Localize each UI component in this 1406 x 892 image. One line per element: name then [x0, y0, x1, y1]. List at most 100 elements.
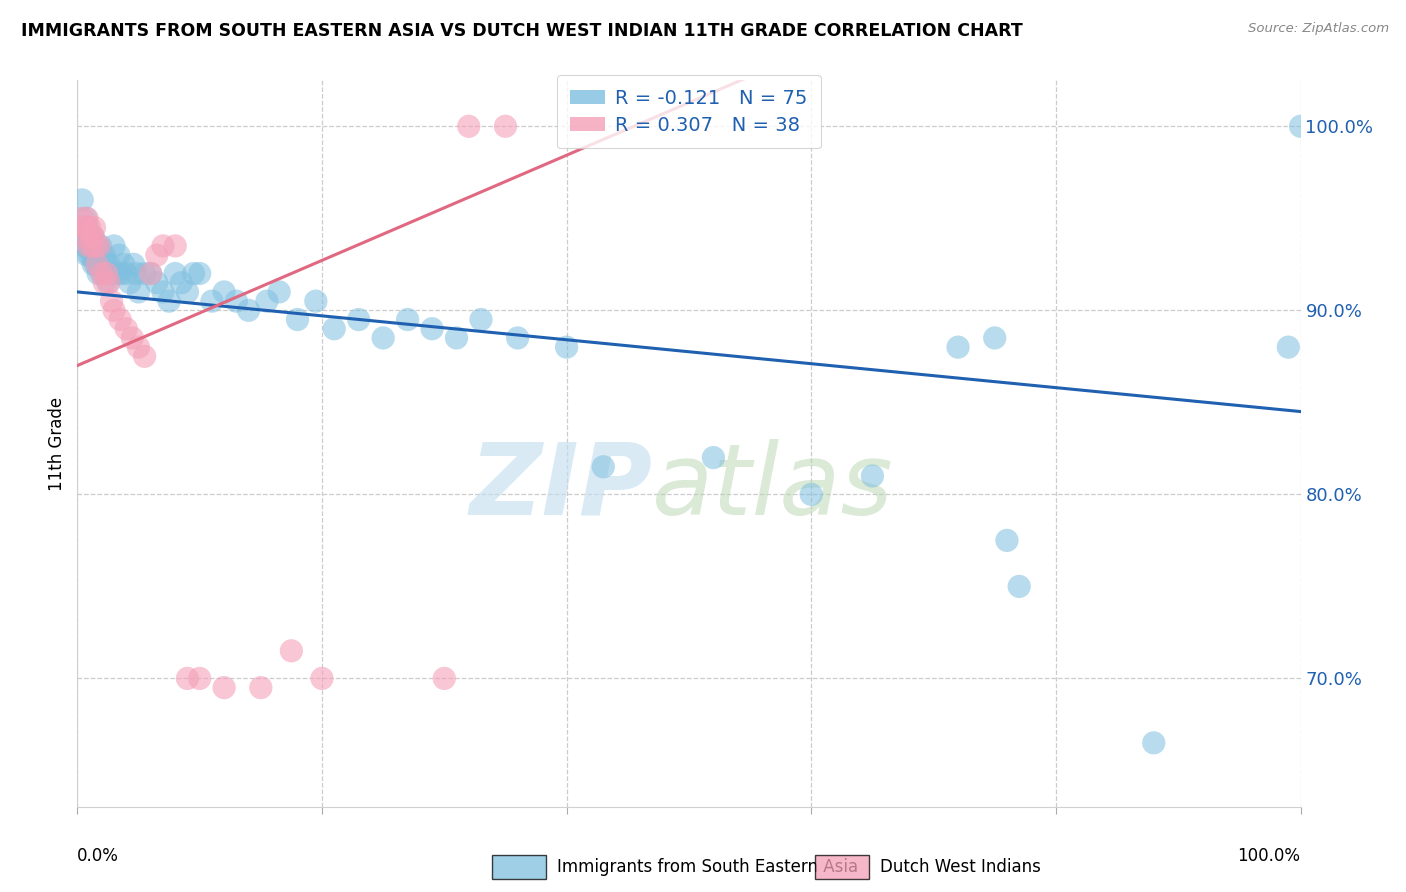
Point: [77, 239, 100, 253]
Point: [146, 248, 169, 262]
Point: [212, 681, 235, 695]
Point: [183, 267, 205, 281]
Point: [396, 312, 419, 326]
Point: [420, 322, 443, 336]
Point: [70, 193, 93, 207]
Point: [165, 267, 187, 281]
Point: [75, 211, 97, 226]
Point: [75, 239, 97, 253]
Point: [72, 220, 94, 235]
Point: [77, 239, 100, 253]
Point: [84, 248, 107, 262]
Point: [311, 672, 333, 686]
Point: [280, 644, 302, 658]
Point: [125, 267, 148, 281]
Point: [76, 211, 98, 226]
Point: [212, 285, 235, 299]
Point: [134, 349, 156, 363]
Point: [93, 248, 115, 262]
Point: [100, 294, 122, 309]
Point: [79, 229, 101, 244]
Point: [90, 267, 112, 281]
Point: [323, 322, 346, 336]
Point: [122, 257, 145, 271]
Point: [470, 312, 492, 326]
Point: [83, 220, 105, 235]
Point: [84, 257, 107, 271]
Point: [98, 276, 121, 290]
Point: [98, 257, 121, 271]
Text: 0.0%: 0.0%: [77, 847, 120, 865]
Point: [165, 239, 187, 253]
Point: [1008, 579, 1031, 593]
Point: [1143, 736, 1166, 750]
Point: [110, 267, 132, 281]
Point: [94, 257, 117, 271]
Point: [152, 285, 174, 299]
Point: [862, 469, 884, 483]
Point: [305, 294, 328, 309]
Point: [188, 672, 211, 686]
Point: [82, 229, 104, 244]
Point: [201, 294, 224, 309]
Point: [84, 239, 107, 253]
Point: [139, 267, 162, 281]
Point: [105, 267, 128, 281]
Point: [287, 312, 309, 326]
Point: [800, 487, 823, 501]
Text: IMMIGRANTS FROM SOUTH EASTERN ASIA VS DUTCH WEST INDIAN 11TH GRADE CORRELATION C: IMMIGRANTS FROM SOUTH EASTERN ASIA VS DU…: [21, 22, 1022, 40]
Point: [79, 220, 101, 235]
Point: [592, 459, 614, 474]
Point: [1289, 120, 1312, 134]
Point: [555, 340, 578, 354]
Point: [80, 239, 103, 253]
Point: [75, 220, 97, 235]
Point: [103, 303, 125, 318]
Point: [225, 294, 247, 309]
Point: [93, 276, 115, 290]
Point: [188, 267, 211, 281]
Point: [86, 239, 108, 253]
Point: [103, 239, 125, 253]
Point: [446, 331, 468, 345]
Point: [80, 239, 103, 253]
Point: [347, 312, 370, 326]
Point: [73, 239, 96, 253]
Point: [146, 276, 169, 290]
Point: [127, 285, 149, 299]
Point: [76, 248, 98, 262]
Point: [115, 267, 138, 281]
Text: Dutch West Indians: Dutch West Indians: [880, 858, 1040, 876]
Point: [506, 331, 529, 345]
Point: [82, 257, 104, 271]
Point: [371, 331, 394, 345]
Point: [82, 229, 104, 244]
Point: [152, 239, 174, 253]
Text: atlas: atlas: [652, 439, 894, 536]
Point: [100, 267, 122, 281]
Y-axis label: 11th Grade: 11th Grade: [48, 397, 66, 491]
Point: [134, 267, 156, 281]
Text: Immigrants from South Eastern Asia: Immigrants from South Eastern Asia: [557, 858, 858, 876]
Point: [70, 211, 93, 226]
Point: [121, 331, 143, 345]
Point: [238, 303, 260, 318]
Point: [118, 276, 141, 290]
Point: [89, 257, 111, 271]
Text: Source: ZipAtlas.com: Source: ZipAtlas.com: [1249, 22, 1389, 36]
Text: 100.0%: 100.0%: [1237, 847, 1301, 865]
Point: [80, 229, 103, 244]
Point: [83, 248, 105, 262]
Point: [97, 276, 120, 290]
Point: [115, 322, 138, 336]
Point: [89, 239, 111, 253]
Point: [946, 340, 969, 354]
Point: [176, 672, 198, 686]
Point: [108, 312, 131, 326]
Point: [72, 229, 94, 244]
Point: [90, 239, 112, 253]
Text: ZIP: ZIP: [470, 439, 652, 536]
Point: [112, 257, 135, 271]
Point: [269, 285, 291, 299]
Point: [176, 285, 198, 299]
